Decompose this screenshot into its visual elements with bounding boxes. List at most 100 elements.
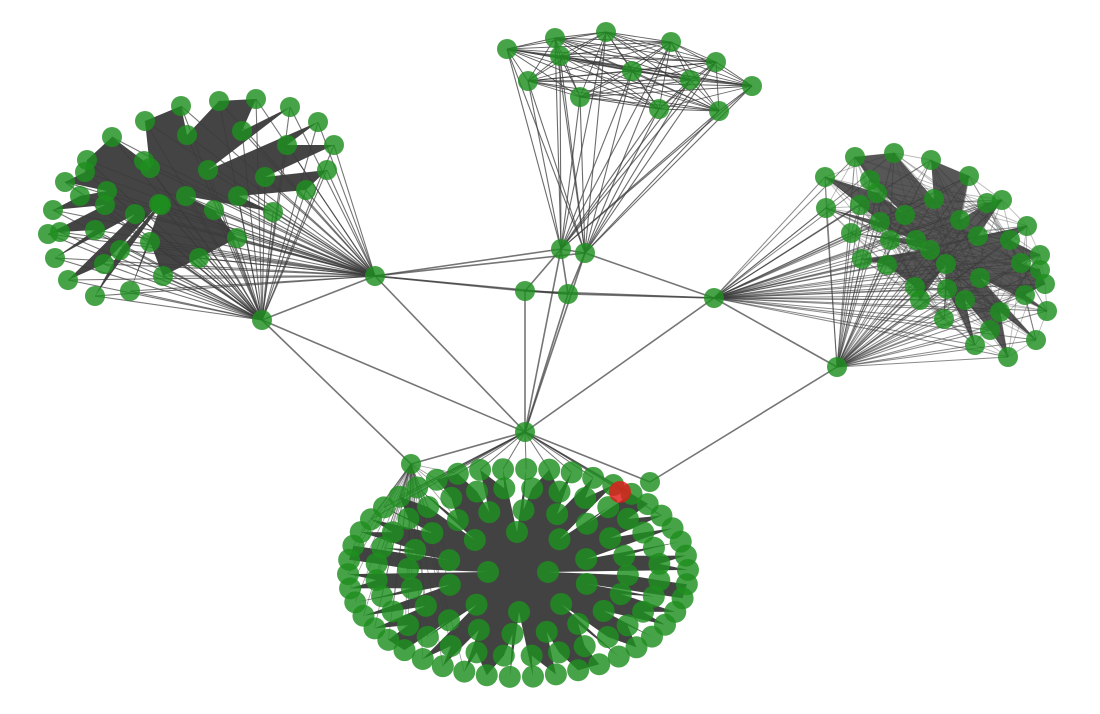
cluster-right-node	[845, 147, 865, 167]
cluster-bottom-node	[431, 655, 454, 678]
edge	[261, 275, 376, 321]
cluster-left-node	[97, 181, 117, 201]
edge	[649, 366, 838, 483]
cluster-right-node	[1015, 285, 1035, 305]
edge	[559, 55, 720, 112]
edge	[261, 319, 526, 433]
cluster-bottom-node	[373, 496, 396, 519]
edge	[410, 463, 459, 521]
cluster-right-node	[965, 335, 985, 355]
cluster-left-node	[70, 186, 90, 206]
cluster-bottom-node	[616, 507, 639, 530]
cluster-right-node	[860, 170, 880, 190]
cluster-left-node	[263, 202, 283, 222]
cluster-left-node	[110, 240, 130, 260]
cluster-left-node	[120, 281, 140, 301]
edge	[836, 356, 1009, 368]
cluster-bottom-node	[674, 544, 697, 567]
cluster-left-node	[204, 200, 224, 220]
cluster-bottom-node	[446, 509, 469, 532]
cluster-bottom-node	[632, 600, 655, 623]
edge	[236, 237, 263, 321]
edge	[825, 207, 891, 241]
edge	[579, 85, 753, 98]
cluster-left-node	[75, 162, 95, 182]
edge	[579, 96, 586, 254]
edge	[554, 37, 672, 43]
cluster-bottom-node	[397, 614, 420, 637]
cluster-bottom-node	[596, 626, 619, 649]
edge	[560, 31, 607, 250]
edge	[286, 144, 376, 277]
cluster-top-node	[550, 46, 570, 66]
cluster-left-node	[228, 186, 248, 206]
cluster-bottom-node	[613, 544, 636, 567]
cluster-top-node	[706, 52, 726, 72]
hub-bottom-left	[401, 454, 421, 474]
cluster-left-node	[85, 220, 105, 240]
edge	[289, 106, 376, 277]
cluster-bottom-node	[493, 477, 516, 500]
edge	[333, 144, 376, 277]
edge	[129, 275, 376, 292]
cluster-bottom-node	[465, 593, 488, 616]
cluster-right-node	[998, 347, 1018, 367]
cluster-bottom-node	[446, 462, 469, 485]
cluster-bottom-node	[520, 644, 543, 667]
cluster-bottom-node	[406, 476, 429, 499]
edge	[560, 70, 633, 250]
cluster-right-node	[852, 249, 872, 269]
cluster-bottom-node	[439, 635, 462, 658]
cluster-bottom-node	[463, 528, 486, 551]
cluster-left-node	[308, 112, 328, 132]
cluster-bottom-node	[400, 577, 423, 600]
cluster-right-node	[1011, 253, 1031, 273]
cluster-top-node	[661, 32, 681, 52]
cluster-right-node	[934, 309, 954, 329]
cluster-bottom-node	[550, 593, 573, 616]
cluster-bottom-node	[535, 620, 558, 643]
cluster-bottom-node	[544, 663, 567, 686]
cluster-left-node	[102, 127, 122, 147]
cluster-bottom-node	[648, 552, 671, 575]
cluster-bottom-node	[393, 639, 416, 662]
cluster-bottom-node	[599, 527, 622, 550]
cluster-bottom-fill	[348, 469, 688, 677]
cluster-bottom-node	[417, 495, 440, 518]
edge	[264, 176, 376, 277]
cluster-bottom-node	[475, 664, 498, 687]
cluster-right-node	[884, 143, 904, 163]
cluster-bottom-node	[609, 583, 632, 606]
cluster-top-node	[649, 99, 669, 119]
cluster-bottom-node	[505, 521, 528, 544]
cluster-bottom-node	[521, 665, 544, 688]
edge	[129, 290, 263, 321]
cluster-left-node	[43, 200, 63, 220]
edge	[305, 189, 376, 277]
cluster-left-node	[58, 270, 78, 290]
cluster-bottom-node	[498, 665, 521, 688]
edge	[584, 110, 720, 254]
cluster-bottom-node	[560, 461, 583, 484]
edge	[713, 297, 945, 320]
edge	[457, 431, 526, 475]
edge	[554, 37, 753, 87]
edge	[559, 55, 562, 250]
cluster-left-node	[227, 228, 247, 248]
edge	[261, 189, 307, 321]
cluster-right-node	[955, 290, 975, 310]
cluster-bottom-node	[515, 458, 538, 481]
cluster-bottom-node	[640, 625, 663, 648]
cluster-right-node	[880, 230, 900, 250]
edge	[103, 263, 263, 321]
cluster-bottom-node	[492, 458, 515, 481]
cluster-left-node	[177, 125, 197, 145]
cluster-left-node	[198, 160, 218, 180]
cluster-right-node	[990, 302, 1010, 322]
edge	[410, 431, 526, 465]
hub-bottom-right	[640, 472, 660, 492]
edge	[94, 295, 263, 321]
cluster-bottom-node	[371, 536, 394, 559]
cluster-bottom-node	[421, 522, 444, 545]
